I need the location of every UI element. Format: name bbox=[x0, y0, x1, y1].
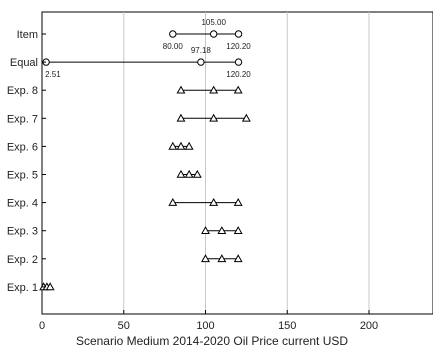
triangle-marker bbox=[217, 254, 227, 263]
x-tick-label: 150 bbox=[278, 320, 296, 332]
triangle-marker bbox=[176, 113, 186, 122]
triangle-marker bbox=[217, 226, 227, 234]
triangle-marker bbox=[184, 169, 194, 178]
row-exp-3 bbox=[201, 226, 243, 234]
x-tick-label: 200 bbox=[360, 320, 378, 332]
triangle-marker bbox=[201, 226, 210, 234]
triangle-marker bbox=[233, 197, 243, 206]
triangle-marker bbox=[176, 141, 186, 150]
row-equal: 2.51 97.18 120.20 bbox=[42, 46, 251, 79]
row-exp-7 bbox=[176, 113, 251, 122]
triangle-marker bbox=[233, 254, 243, 263]
data-label: 80.00 bbox=[163, 42, 184, 51]
data-label: 105.00 bbox=[201, 18, 226, 27]
circle-marker bbox=[234, 58, 243, 66]
triangle-marker bbox=[168, 197, 178, 206]
circle-marker bbox=[197, 58, 205, 66]
triangle-marker bbox=[176, 169, 186, 178]
triangle-marker bbox=[45, 282, 55, 291]
category-label: Item bbox=[17, 29, 38, 41]
circle-marker bbox=[234, 30, 243, 38]
x-tick-label: 0 bbox=[39, 320, 45, 332]
triangle-marker bbox=[209, 113, 219, 122]
x-axis-ticks: 0 50 100 150 200 bbox=[39, 310, 378, 332]
category-label: Exp. 2 bbox=[7, 254, 38, 266]
data-label: 120.20 bbox=[226, 42, 251, 51]
row-exp-5 bbox=[176, 169, 202, 178]
triangle-marker bbox=[201, 254, 210, 263]
row-exp-6 bbox=[168, 141, 194, 150]
row-exp-2 bbox=[201, 254, 243, 263]
row-item: 80.00 105.00 120.20 bbox=[163, 18, 252, 51]
plot-area bbox=[41, 11, 433, 315]
triangle-marker bbox=[209, 197, 219, 206]
triangle-marker bbox=[168, 141, 178, 150]
row-exp-4 bbox=[168, 197, 243, 206]
circle-marker bbox=[169, 30, 177, 38]
triangle-marker bbox=[192, 169, 202, 178]
row-exp-8 bbox=[176, 85, 243, 94]
category-label: Exp. 6 bbox=[7, 141, 38, 153]
circle-marker bbox=[209, 30, 218, 38]
triangle-marker bbox=[241, 113, 251, 122]
triangle-marker bbox=[184, 141, 194, 150]
triangle-marker bbox=[176, 85, 186, 94]
triangle-marker bbox=[209, 85, 219, 94]
data-label: 97.18 bbox=[191, 46, 212, 55]
category-label: Exp. 5 bbox=[7, 170, 38, 182]
triangle-marker bbox=[233, 85, 243, 94]
x-tick-label: 100 bbox=[196, 320, 214, 332]
category-label: Equal bbox=[10, 57, 38, 69]
data-label: 120.20 bbox=[226, 70, 251, 79]
data-label: 2.51 bbox=[45, 70, 61, 79]
category-label: Exp. 7 bbox=[7, 113, 38, 125]
category-label: Exp. 3 bbox=[7, 226, 38, 238]
category-label: Exp. 8 bbox=[7, 85, 38, 97]
category-label: Exp. 4 bbox=[7, 198, 38, 210]
category-labels: Item Equal Exp. 8 Exp. 7 Exp. 6 Exp. 5 Exp. 4 E… bbox=[7, 29, 46, 294]
data-rows: 80.00 105.00 120.20 2.51 97.18 120.20 bbox=[39, 18, 252, 291]
category-label: Exp. 1 bbox=[7, 282, 38, 294]
triangle-marker bbox=[233, 226, 243, 234]
x-axis-label: Scenario Medium 2014-2020 Oil Price curr… bbox=[76, 334, 348, 348]
x-tick-label: 50 bbox=[118, 320, 130, 332]
